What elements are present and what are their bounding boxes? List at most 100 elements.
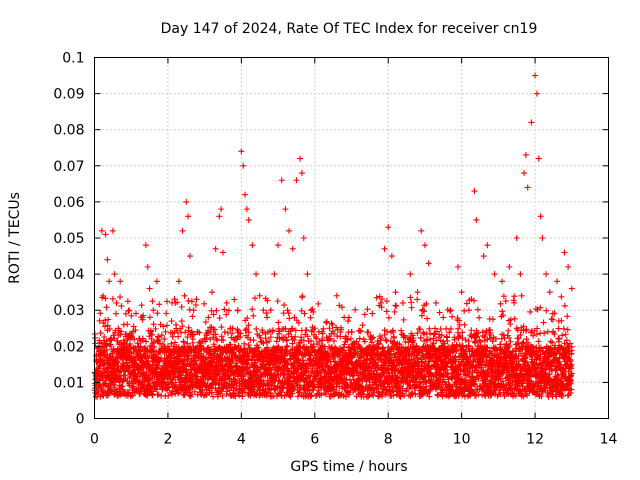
data-point bbox=[147, 383, 154, 390]
data-point bbox=[189, 313, 196, 320]
data-point bbox=[114, 337, 121, 344]
data-point bbox=[165, 392, 172, 399]
data-point bbox=[359, 322, 366, 329]
data-point bbox=[178, 318, 185, 325]
data-point bbox=[465, 342, 472, 349]
data-point bbox=[184, 340, 191, 347]
data-point bbox=[449, 313, 456, 320]
data-point bbox=[156, 301, 163, 308]
data-point bbox=[221, 306, 228, 313]
data-point bbox=[180, 339, 187, 346]
data-point bbox=[141, 353, 148, 360]
data-point bbox=[159, 386, 166, 393]
data-point bbox=[106, 354, 113, 361]
data-point bbox=[285, 310, 292, 317]
data-point bbox=[213, 307, 220, 314]
data-point bbox=[361, 311, 368, 318]
data-point bbox=[162, 328, 169, 335]
data-point bbox=[92, 334, 99, 341]
data-point bbox=[202, 319, 209, 326]
data-point bbox=[102, 295, 109, 302]
data-point bbox=[171, 374, 178, 381]
data-point bbox=[213, 363, 220, 370]
data-point bbox=[299, 293, 306, 300]
data-point bbox=[283, 337, 290, 344]
data-point bbox=[175, 390, 182, 397]
data-point bbox=[117, 294, 124, 301]
data-point bbox=[232, 379, 239, 386]
data-point bbox=[281, 302, 288, 309]
data-point bbox=[231, 296, 238, 303]
data-point bbox=[95, 344, 102, 351]
data-point bbox=[519, 340, 526, 347]
data-point bbox=[437, 337, 444, 344]
data-point bbox=[444, 337, 451, 344]
data-point bbox=[232, 393, 239, 400]
data-point bbox=[253, 325, 260, 332]
data-point bbox=[165, 384, 172, 391]
data-point bbox=[315, 300, 322, 307]
data-point bbox=[190, 331, 197, 338]
data-point bbox=[298, 307, 305, 314]
data-point bbox=[540, 319, 547, 326]
data-point bbox=[175, 333, 182, 340]
data-point bbox=[103, 343, 110, 350]
data-point bbox=[171, 339, 178, 346]
data-point bbox=[220, 337, 227, 344]
data-point bbox=[92, 340, 99, 347]
data-point bbox=[109, 295, 116, 302]
data-point bbox=[118, 303, 125, 310]
data-point bbox=[541, 330, 548, 337]
data-point bbox=[116, 369, 123, 376]
data-point bbox=[97, 310, 104, 317]
data-point bbox=[149, 298, 156, 305]
data-point bbox=[121, 372, 128, 379]
data-point bbox=[286, 315, 293, 322]
data-point bbox=[218, 388, 225, 395]
data-point bbox=[364, 306, 371, 313]
data-point bbox=[134, 340, 141, 347]
data-point bbox=[218, 324, 225, 331]
data-point bbox=[148, 331, 155, 338]
data-point bbox=[188, 298, 195, 305]
data-point bbox=[213, 335, 220, 342]
data-point bbox=[163, 310, 170, 317]
data-point bbox=[143, 338, 150, 345]
data-point bbox=[385, 314, 392, 321]
data-point bbox=[139, 337, 146, 344]
data-point bbox=[345, 318, 352, 325]
data-point bbox=[189, 336, 196, 343]
data-point bbox=[225, 307, 232, 314]
data-point bbox=[147, 327, 154, 334]
data-point bbox=[461, 321, 468, 328]
data-point bbox=[417, 335, 424, 342]
data-point bbox=[420, 329, 427, 336]
data-point bbox=[104, 322, 111, 329]
data-point bbox=[383, 308, 390, 315]
data-point bbox=[211, 326, 218, 333]
data-point bbox=[419, 307, 426, 314]
data-point bbox=[223, 311, 230, 318]
data-point bbox=[102, 317, 109, 324]
data-point bbox=[111, 381, 118, 388]
data-point bbox=[505, 327, 512, 334]
data-point bbox=[113, 310, 120, 317]
data-point bbox=[103, 304, 110, 311]
data-point bbox=[203, 332, 210, 339]
data-point bbox=[101, 323, 108, 330]
data-points-layer bbox=[91, 72, 575, 400]
data-point bbox=[146, 378, 153, 385]
data-point bbox=[126, 340, 133, 347]
data-point bbox=[126, 307, 133, 314]
data-point bbox=[408, 304, 415, 311]
data-point bbox=[105, 316, 112, 323]
data-point bbox=[436, 309, 443, 316]
data-point bbox=[245, 341, 252, 348]
data-point bbox=[192, 302, 199, 309]
data-point bbox=[320, 325, 327, 332]
data-point bbox=[205, 364, 212, 371]
data-point bbox=[284, 307, 291, 314]
data-point bbox=[548, 316, 555, 323]
data-point bbox=[474, 306, 481, 313]
data-point bbox=[102, 382, 109, 389]
